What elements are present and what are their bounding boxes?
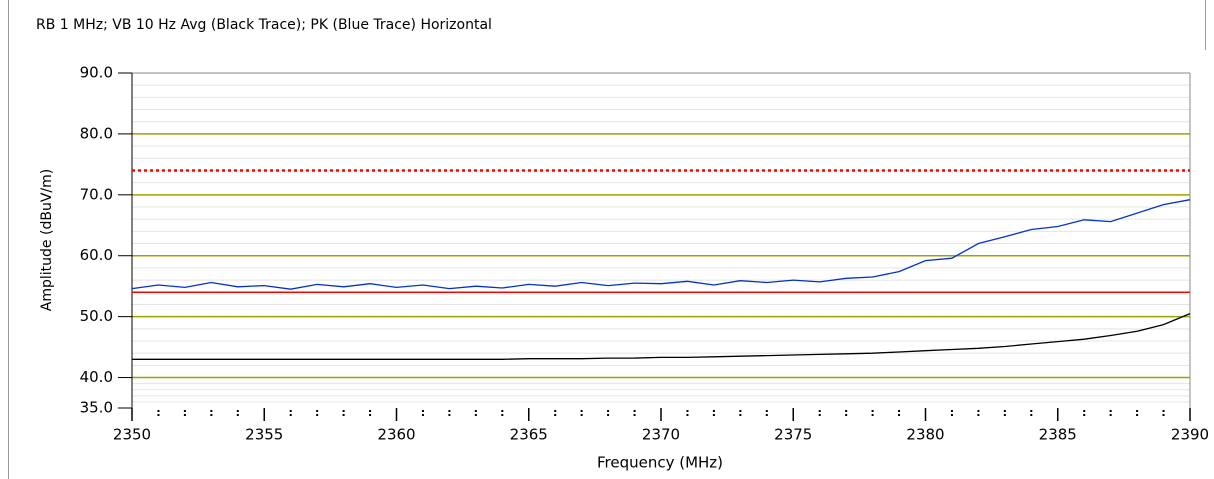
y-tick-label: 50.0 [80,307,113,325]
x-tick-label: 2380 [906,426,944,444]
chart-title: RB 1 MHz; VB 10 Hz Avg (Black Trace); PK… [36,17,492,33]
y-tick-label: 80.0 [80,124,113,142]
y-tick-label: 40.0 [80,368,113,386]
y-tick-label: 90.0 [80,64,113,82]
y-tick-label: 60.0 [80,246,113,264]
x-axis-label: Frequency (MHz) [597,454,723,472]
trace [132,312,1191,360]
y-tick-label: 35.0 [80,399,113,417]
x-tick-label: 2385 [1039,426,1077,444]
x-tick-label: 2390 [1171,426,1209,444]
x-tick-label: 2355 [245,426,283,444]
x-tick-label: 2370 [642,426,680,444]
y-axis-label: Amplitude (dBuV/m) [39,169,55,311]
trace [131,199,1191,290]
x-tick-label: 2360 [377,426,415,444]
y-tick-label: 70.0 [80,185,113,203]
x-tick-label: 2375 [774,426,812,444]
x-tick-label: 2350 [113,426,151,444]
x-tick-label: 2365 [510,426,548,444]
